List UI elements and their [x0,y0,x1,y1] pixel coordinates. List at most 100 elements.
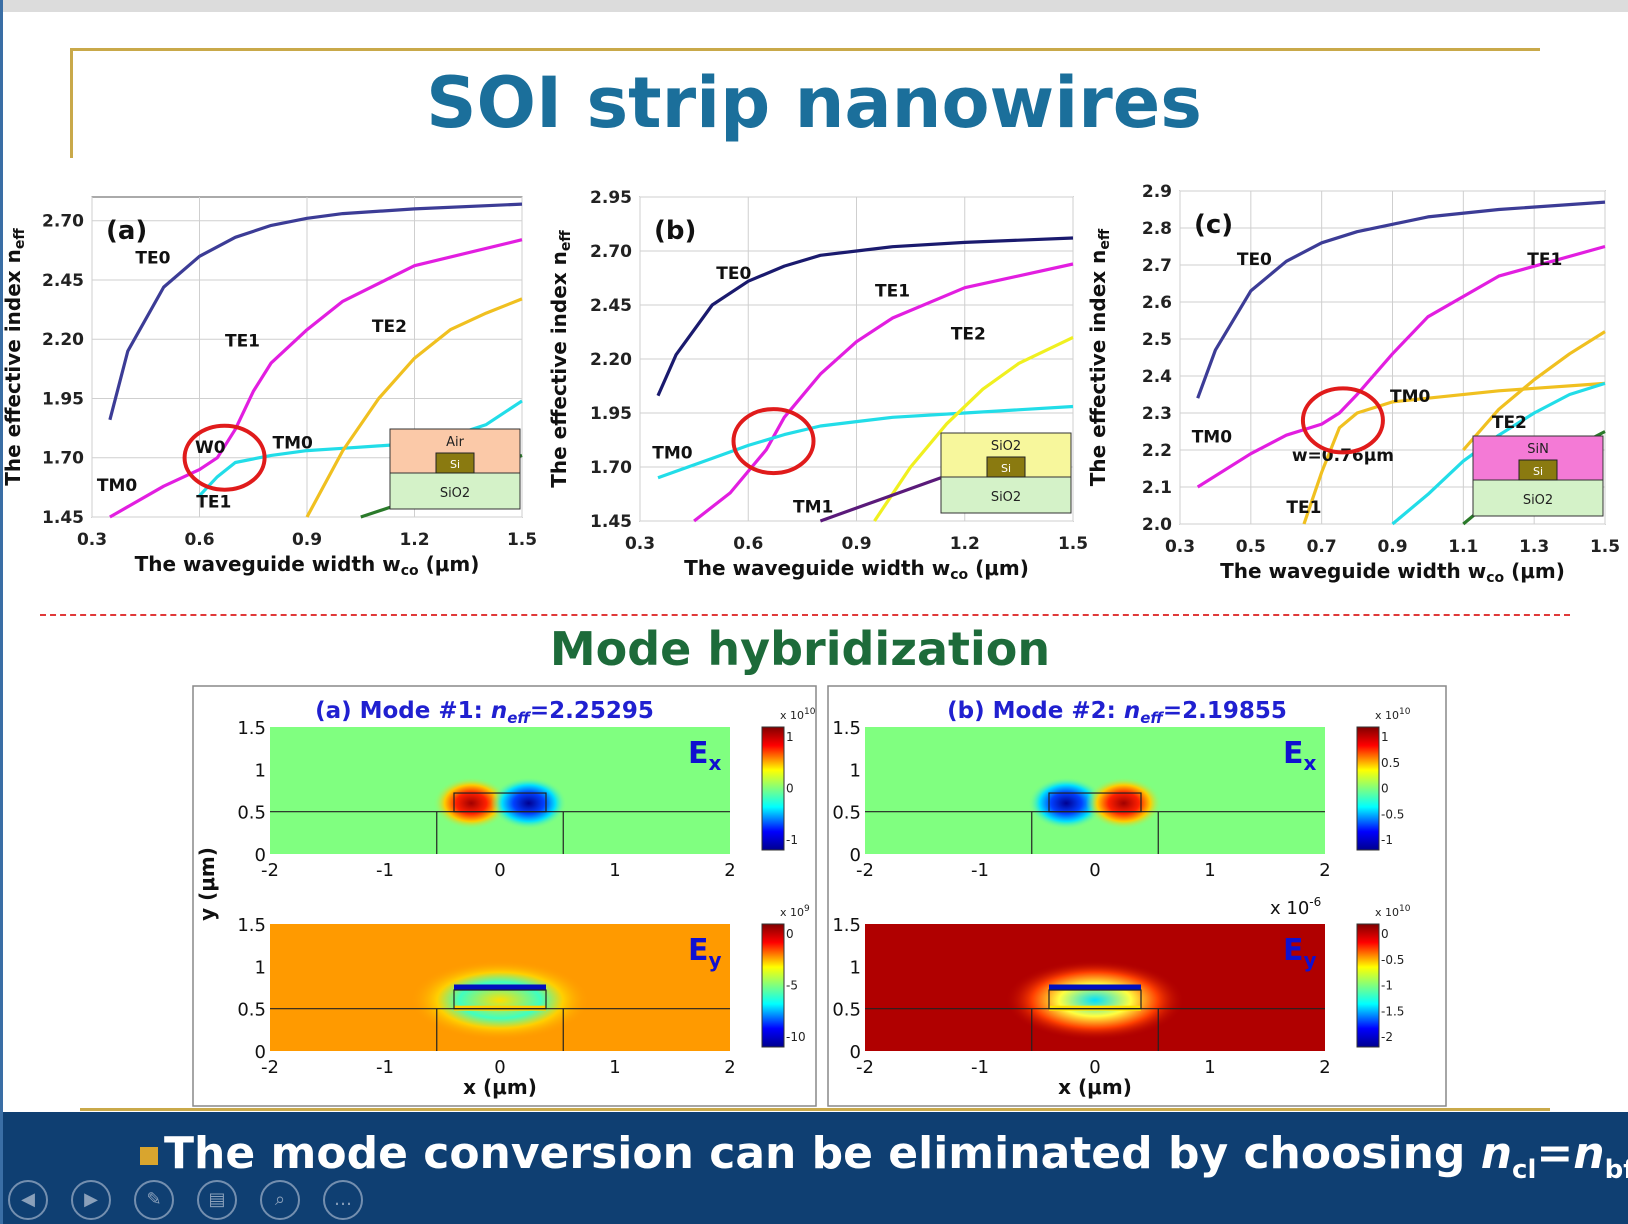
mode-title-n: n [491,698,507,724]
y-tick-label: 1.45 [42,508,84,528]
field-label-sub: x [1304,751,1317,775]
inset-core-label: Si [450,458,460,471]
y-axis-label: The effective index neff [1086,228,1113,486]
field-edge-top [1049,984,1141,991]
mode-title-value: =2.19855 [1163,698,1287,724]
x-tick-label: 0.6 [733,534,763,554]
x-tick-label: 0.3 [625,534,655,554]
x-tick-label: 0.3 [77,530,107,550]
x-tick-label: 0.9 [292,530,322,550]
field-lobe-center [1005,960,1185,1041]
section-divider [40,614,1570,616]
curve-label: TE2 [951,325,986,345]
waveguide-core-outline [1048,989,1142,1010]
curve-label: TE1 [225,331,260,351]
chart-c: 2.0 2.1 2.2 2.3 2.4 2.5 2.6 2.7 2.8 2.9 0.3 0.5 0.7 0… [1086,182,1620,586]
series-line-tm0 [657,404,1074,480]
y-tick-label: 2.8 [1142,219,1172,239]
axis-exp-power: -6 [1309,895,1321,909]
x-axis-label-unit: (μm) [1504,559,1565,583]
x-axis-label: The waveguide width wco (μm) [135,552,480,579]
y-tick-label: 0 [850,845,861,866]
cross-section-inset: Air Si SiO2 [389,428,521,510]
curve-label: w=0.76μm [1292,446,1394,466]
colorbar-tick: 0 [1381,782,1389,796]
x-tick-label: 1.5 [1058,534,1088,554]
curve-label: TE2 [372,317,407,337]
series-line-te2 [1391,381,1606,526]
x-tick-label: 1 [609,1057,620,1078]
y-tick-label: 2.20 [42,330,84,350]
waveguide-core-outline [453,989,547,1010]
x-tick-label: 0.9 [1377,537,1407,557]
x-tick-label: -2 [856,860,874,881]
x-tick-label: 2 [724,1057,735,1078]
cross-section-inset: SiO2 Si SiO2 [940,432,1072,514]
colorbar-tick: 0 [1381,927,1389,941]
curve-label: W0 [195,438,226,458]
slides-icon[interactable]: ▤ [197,1180,237,1220]
y-tick-label: 2.6 [1142,293,1172,313]
more-icon[interactable]: … [323,1180,363,1220]
curve-label: TM0 [1390,387,1431,407]
colorbar-tick: -1 [1381,979,1393,993]
y-tick-label: 0.5 [237,803,266,824]
x-tick-label: 0 [494,1057,505,1078]
y-tick-label: 2.70 [42,212,84,232]
series-line-te1 [693,262,1074,523]
colorbar-tick: 0.5 [1381,756,1400,770]
chart-b: 1.45 1.70 1.95 2.20 2.45 2.70 2.95 0.3 0.6 0.9 1.2… [547,188,1088,583]
inset-substrate [1472,479,1604,517]
y-axis-label-sub: eff [1097,228,1113,249]
x-axis-label-main: The waveguide width w [1220,559,1486,583]
banner-text: The mode conversion can be eliminated by… [140,1128,1628,1185]
field-map-ex: 0 0.5 1 1.5 -2 -1 0 1 2 Ex x 1010 1 0.5 0 -0.5 -1 [832,707,1410,881]
y-tick-label: 2.1 [1142,478,1172,498]
colorbar-exp-power: 10 [1399,707,1411,717]
back-icon[interactable]: ◀ [8,1180,48,1220]
x-tick-label: -1 [376,1057,394,1078]
y-tick-label: 1.5 [237,915,266,936]
colorbar-tick: 0 [786,782,794,796]
banner-rule [80,1108,1550,1111]
y-tick-label: 2.5 [1142,330,1172,350]
top-strip [0,0,1628,12]
y-tick-label: 0.5 [832,803,861,824]
curve-label: TE1 [196,493,231,513]
field-label-main: E [688,736,709,771]
y-tick-label: 1.70 [42,449,84,469]
zoom-icon[interactable]: ⌕ [260,1180,300,1220]
colorbar-exp-power: 10 [804,707,816,717]
y-tick-label: 1 [255,957,266,978]
inset-top-label: Air [446,435,465,450]
series-line-te0 [108,202,523,421]
x-axis-label-sub: co [401,563,419,579]
x-tick-label: 0.3 [1165,537,1195,557]
colorbar-exponent: x 1010 [1375,904,1411,919]
x-tick-label: -1 [376,860,394,881]
formula-equals: = [1536,1128,1574,1179]
inset-core-label: Si [1001,462,1011,475]
colorbar-exponent: x 1010 [780,707,816,722]
y-tick-label: 2.7 [1142,256,1172,276]
field-label-sub: y [709,948,722,972]
colorbar-exp-base: x 10 [1375,709,1399,722]
field-label-main: E [1283,933,1304,968]
title-frame [70,48,1540,158]
curve-label: TE2 [1492,413,1527,433]
y-tick-label: 0.5 [237,1000,266,1021]
y-tick-label: 1.5 [237,718,266,739]
mode-title-prefix: (a) Mode #1: [315,698,491,724]
colorbar-exponent: x 1010 [1375,707,1411,722]
forward-icon[interactable]: ▶ [71,1180,111,1220]
field-label-sub: x [709,751,722,775]
y-axis-label: y (μm) [195,847,219,921]
waveguide-core-outline [1048,792,1142,813]
left-edge [0,0,3,1224]
pen-icon[interactable]: ✎ [134,1180,174,1220]
y-tick-label: 1.95 [42,389,84,409]
inset-core [435,452,475,474]
x-axis-label-sub: co [950,567,968,583]
